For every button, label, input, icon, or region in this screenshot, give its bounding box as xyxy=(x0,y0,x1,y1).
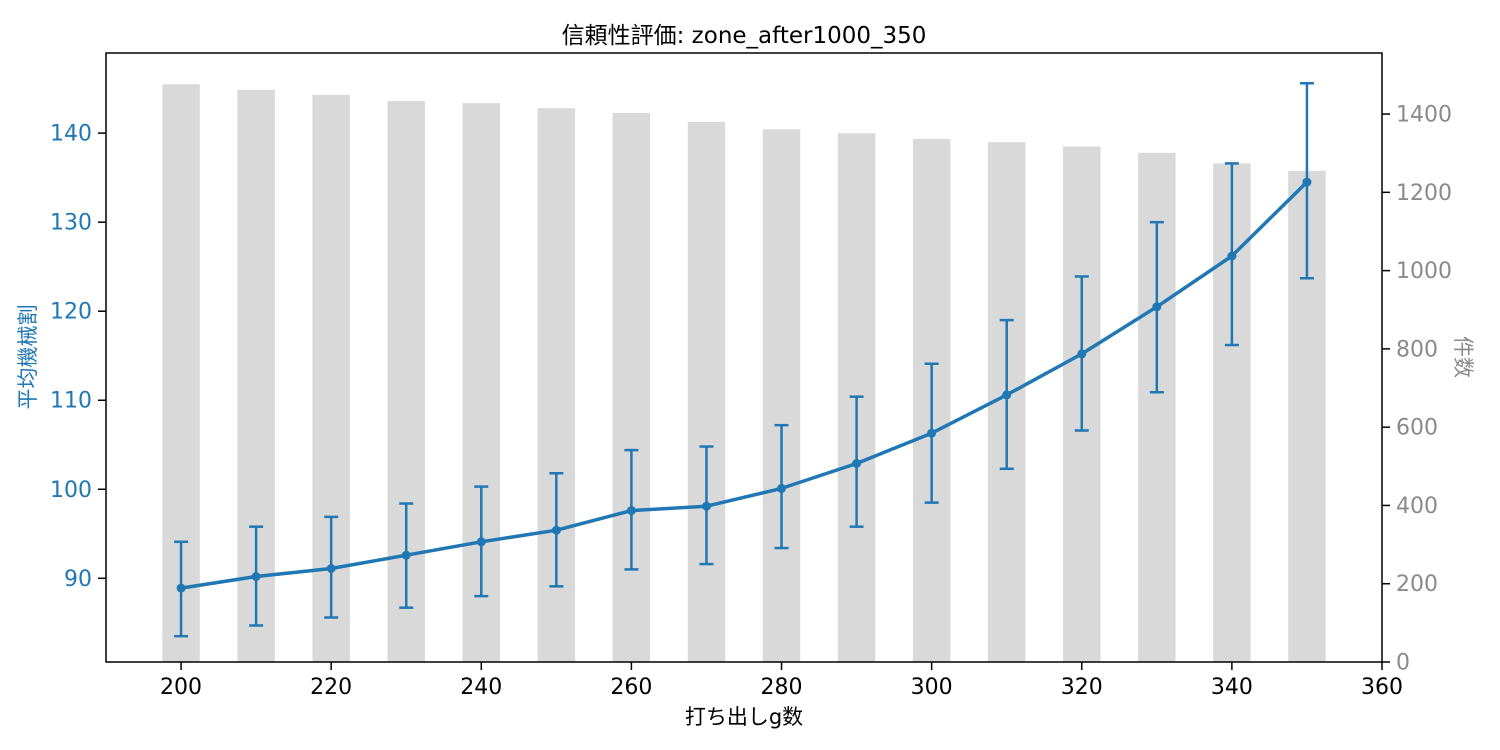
mean-point xyxy=(1152,302,1162,312)
y-axis-label-right: 件数 xyxy=(1451,336,1475,378)
right-y-tick-label: 0 xyxy=(1396,651,1410,676)
x-tick-label: 340 xyxy=(1211,675,1253,700)
left-y-tick-label: 140 xyxy=(50,122,92,147)
right-y-tick-label: 1200 xyxy=(1396,181,1452,206)
count-bar xyxy=(687,121,726,662)
x-tick-label: 360 xyxy=(1361,675,1403,700)
mean-point xyxy=(852,459,862,468)
mean-markers xyxy=(176,177,1312,593)
x-tick-label: 260 xyxy=(610,675,652,700)
mean-line-group xyxy=(180,180,1309,590)
right-y-tick-label: 800 xyxy=(1396,337,1438,362)
left-y-tick-label: 120 xyxy=(50,300,92,325)
chart-title: 信頼性評価: zone_after1000_350 xyxy=(561,23,927,49)
mean-point xyxy=(1302,177,1312,187)
right-y-tick-label: 200 xyxy=(1396,572,1438,597)
left-y-tick-label: 130 xyxy=(50,211,92,236)
mean-point xyxy=(927,428,937,438)
mean-line xyxy=(180,180,1309,590)
count-bar xyxy=(612,112,651,662)
x-axis-label: 打ち出しg数 xyxy=(684,705,804,729)
right-y-tick-label: 1000 xyxy=(1396,259,1452,284)
mean-point xyxy=(1077,349,1087,359)
right-y-tick-label: 600 xyxy=(1396,416,1438,441)
x-tick-label: 300 xyxy=(911,675,953,700)
x-tick-label: 320 xyxy=(1061,675,1103,700)
mean-point xyxy=(626,506,636,516)
mean-point xyxy=(476,537,486,547)
mean-point xyxy=(551,525,561,535)
count-bar xyxy=(762,129,801,663)
x-tick-label: 240 xyxy=(460,675,502,700)
left-axis-ticks: 90 100 110 120 130 140 xyxy=(50,122,106,592)
x-tick-label: 280 xyxy=(761,675,803,700)
count-bars xyxy=(162,84,1326,663)
mean-point xyxy=(1002,390,1012,400)
x-tick-label: 200 xyxy=(160,675,202,700)
left-y-tick-label: 90 xyxy=(64,567,92,592)
y-axis-label-left: 平均機械割 xyxy=(16,304,40,410)
x-axis-ticks: 200 220 240 260 280 300 320 340 360 xyxy=(160,662,1403,700)
mean-point xyxy=(326,564,336,573)
right-y-tick-label: 1400 xyxy=(1396,103,1452,128)
mean-point xyxy=(702,501,711,511)
left-y-tick-label: 100 xyxy=(50,478,92,503)
mean-point xyxy=(176,583,186,593)
mean-point xyxy=(251,572,261,581)
spines xyxy=(105,52,1383,663)
mean-point xyxy=(1227,251,1237,261)
left-y-tick-label: 110 xyxy=(50,389,92,414)
x-tick-label: 220 xyxy=(310,675,352,700)
right-axis-ticks: 0 200 400 600 800 1000 1200 1400 xyxy=(1382,103,1452,676)
mean-point xyxy=(777,483,786,493)
mean-point xyxy=(401,550,411,560)
right-y-tick-label: 400 xyxy=(1396,494,1438,519)
plot-border xyxy=(105,52,1383,663)
